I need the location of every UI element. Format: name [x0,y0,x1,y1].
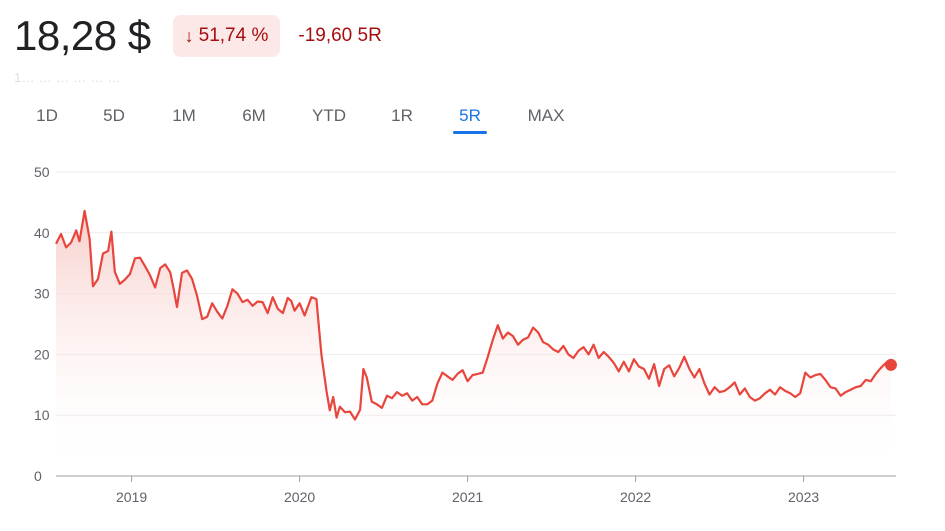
tab-underline [453,131,487,134]
tab-max[interactable]: MAX [502,100,590,132]
tab-1r[interactable]: 1R [366,100,438,132]
x-tick-label: 2023 [788,489,819,505]
tab-label: 6M [242,106,266,125]
percent-change-badge: ↓ 51,74 % [172,15,281,57]
tab-6m[interactable]: 6M [216,100,292,132]
tab-1m[interactable]: 1M [152,100,216,132]
y-tick-label: 40 [34,225,50,241]
y-tick-label: 0 [34,468,42,484]
tab-ytd[interactable]: YTD [292,100,366,132]
x-tick-label: 2019 [116,489,147,505]
y-tick-label: 30 [34,286,50,302]
tab-5r[interactable]: 5R [438,100,502,134]
current-price: 18,28 $ [14,12,151,59]
tab-label: 5R [459,106,481,125]
y-tick-label: 50 [34,164,50,180]
price-chart[interactable]: 0 10 20 30 40 50 2019 2020 2021 2022 2023 [0,140,945,531]
x-axis: 2019 2020 2021 2022 2023 [116,476,819,505]
tab-label: YTD [312,106,346,125]
x-tick-label: 2020 [284,489,315,505]
x-tick-label: 2022 [620,489,651,505]
tab-label: 1D [36,106,58,125]
arrow-down-icon: ↓ [184,25,194,46]
y-axis: 0 10 20 30 40 50 [34,164,50,484]
y-tick-label: 10 [34,407,50,423]
x-tick-label: 2021 [452,489,483,505]
price-line [55,209,892,421]
y-tick-label: 20 [34,346,50,362]
tab-label: 1R [391,106,413,125]
quote-header: 18,28 $ ↓ 51,74 % -19,60 5R [14,8,382,64]
tab-label: 5D [103,106,125,125]
tab-5d[interactable]: 5D [76,100,152,132]
current-price-marker [884,358,897,371]
percent-change-value: 51,74 % [198,25,269,46]
tab-label: 1M [172,106,196,125]
price-area-fill [56,210,891,476]
absolute-change-value: -19,60 5R [298,25,382,46]
range-tabs: 1D 5D 1M 6M YTD 1R 5R MAX [18,100,590,134]
tab-label: MAX [527,106,565,125]
tab-1d[interactable]: 1D [18,100,76,132]
quote-subline: 1… … … … … … [14,70,121,85]
